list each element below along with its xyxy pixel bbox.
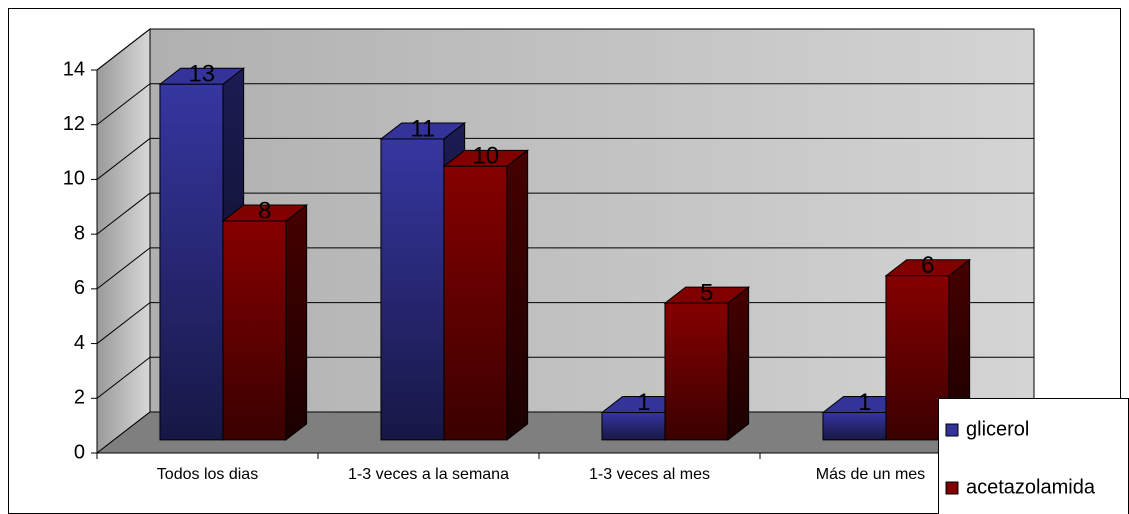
bar [601,412,666,441]
bar [222,220,287,441]
x-tick-label: Más de un mes [816,466,925,483]
y-tick-label: 0 [74,441,85,463]
data-label: 11 [410,115,435,142]
bar-side [506,149,529,441]
bar-side [285,204,308,441]
x-tick-label: 1-3 veces a la semana [348,466,509,483]
y-tick-label: 10 [63,168,85,190]
grid-line [96,247,1034,290]
y-tick-label: 12 [63,113,85,135]
grid-line [96,137,1034,180]
data-label: 6 [921,252,934,279]
y-tick-label: 14 [63,58,85,80]
grid-line [96,192,1034,235]
y-tick-label: 2 [74,387,85,409]
side-wall [96,27,151,455]
x-tick-label: 1-3 veces al mes [589,466,710,483]
x-tick-label: Todos los dias [157,466,258,483]
bar [822,412,887,441]
y-tick-label: 4 [74,332,85,354]
legend-swatch [945,423,959,437]
floor [97,412,1034,453]
data-label: 10 [472,143,499,170]
legend-label: acetazolamida [966,476,1096,498]
bar [443,165,508,441]
data-label: 13 [188,61,215,88]
data-label: 8 [258,197,271,224]
data-label: 1 [637,389,650,416]
grid-line [96,28,1034,71]
y-tick-label: 6 [74,277,85,299]
legend-swatch [945,481,959,495]
data-label: 5 [700,279,713,306]
data-label: 1 [858,389,871,416]
grid-line [96,83,1034,126]
bar-side [727,286,750,441]
y-tick-label: 8 [74,222,85,244]
legend-label: glicerol [966,418,1029,440]
legend-box [938,398,1129,514]
bar [159,83,224,441]
bar [664,302,729,441]
bar [380,138,445,441]
